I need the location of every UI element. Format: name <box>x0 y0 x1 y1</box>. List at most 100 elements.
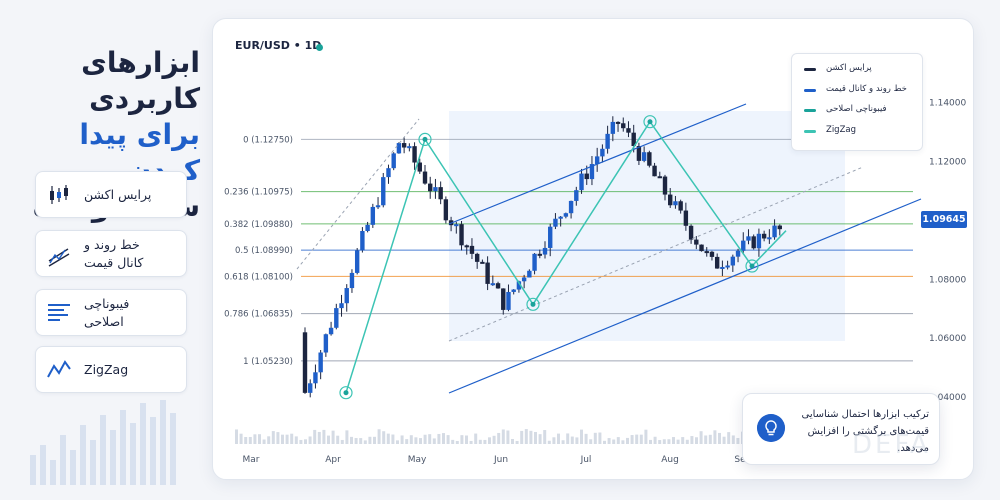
tooltip-card: ترکیب ابزارها احتمال شناسایی قیمت‌های بر… <box>742 393 940 465</box>
candle-body <box>469 245 475 254</box>
volume-bar <box>557 433 560 444</box>
volume-bar <box>547 440 551 444</box>
candle-body <box>318 352 323 373</box>
tool-card-label: پرایس اکشن <box>84 186 152 202</box>
volume-bar <box>621 440 625 444</box>
candle-body <box>323 334 329 353</box>
candle-body <box>308 383 313 393</box>
volume-bar <box>658 440 662 444</box>
fib-level-label: 0.382 (1.09880) <box>224 220 293 230</box>
volume-bar <box>294 436 298 444</box>
volume-bar <box>607 438 611 444</box>
volume-bar <box>281 434 284 444</box>
volume-bar <box>414 437 418 444</box>
tool-card-trend-channel[interactable]: خط روند و کانال قیمت <box>35 230 187 277</box>
volume-bar <box>543 430 547 444</box>
volume-bar <box>331 430 335 444</box>
volume-bar <box>322 429 326 444</box>
candlestick-icon <box>50 185 68 204</box>
volume-bar <box>626 437 629 444</box>
candle-body <box>516 281 522 290</box>
volume-bar <box>377 429 381 444</box>
tool-card-zigzag[interactable]: ZigZag <box>35 346 187 393</box>
zigzag-line <box>345 120 787 393</box>
zigzag-pivot-dot <box>422 136 428 142</box>
legend-item: فیبوناچی اصلاحی <box>802 103 912 124</box>
volume-bar <box>391 434 395 444</box>
candle-body <box>574 190 579 201</box>
price-chart[interactable]: 0 (1.12750) 0.236 (1.10975) 0.382 (1.09880… <box>213 19 974 480</box>
zigzag-pivot-dot <box>647 119 653 125</box>
x-tick-label: Apr <box>325 455 341 465</box>
legend-swatch <box>804 68 816 71</box>
volume-bar <box>593 432 597 444</box>
candle-body <box>480 261 485 264</box>
candle-body <box>730 256 736 266</box>
candle-body <box>381 177 386 206</box>
zigzag-pivot-ring <box>745 259 759 273</box>
candle-body <box>704 251 709 254</box>
volume-bar <box>662 439 666 444</box>
volume-bar <box>497 432 501 444</box>
current-price-tag: 1.09645 <box>921 211 967 228</box>
y-tick-label: 1.04000 <box>929 393 966 403</box>
volume-bar <box>589 439 593 444</box>
candle-body <box>417 162 422 172</box>
candle-body <box>626 128 631 133</box>
candle-body <box>694 239 699 245</box>
candle-body <box>662 176 668 195</box>
volume-bar <box>584 433 588 444</box>
volume-bar <box>566 433 570 444</box>
volume-bar <box>515 440 519 444</box>
volume-bar <box>428 434 432 444</box>
candle-body <box>521 277 527 282</box>
volume-bar <box>253 434 257 444</box>
volume-bar <box>695 437 698 444</box>
trend-channel-icon <box>48 248 70 267</box>
volume-bar <box>446 435 450 444</box>
candle-body <box>600 148 605 157</box>
channel-mid-line <box>448 166 864 342</box>
volume-bar <box>575 437 579 444</box>
candle-body <box>328 327 334 335</box>
candle-body <box>527 270 532 278</box>
candle-body <box>428 183 433 192</box>
volume-bar <box>538 434 542 444</box>
volume-bar <box>718 432 721 444</box>
candle-body <box>584 173 589 180</box>
candle-body <box>422 171 428 184</box>
candle-body <box>720 266 725 269</box>
legend-item: پرایس اکشن <box>802 62 912 83</box>
volume-bar <box>653 436 657 444</box>
y-tick-label: 1.12000 <box>929 157 966 167</box>
candle-body <box>506 291 511 310</box>
volume-bar <box>708 434 712 444</box>
volume-bar <box>690 436 694 444</box>
volume-bar <box>635 434 639 444</box>
candle-body <box>678 201 683 211</box>
volume-bar <box>722 436 726 444</box>
candle-body <box>334 308 339 328</box>
volume-bar <box>727 432 731 444</box>
watermark: DEFA <box>852 430 931 460</box>
candle-body <box>386 168 391 178</box>
candle-body <box>756 233 762 249</box>
candle-body <box>641 152 647 161</box>
volume-bar <box>437 433 441 444</box>
fib-level-label: 0 (1.12750) <box>243 135 293 145</box>
volume-bar <box>570 436 574 444</box>
candle-body <box>741 240 746 251</box>
volume-bar <box>644 429 648 444</box>
candle-body <box>563 213 569 217</box>
candle-body <box>495 283 501 289</box>
candle-body <box>657 176 662 179</box>
candle-body <box>579 173 584 191</box>
volume-bar <box>345 430 349 444</box>
candle-body <box>401 143 407 148</box>
volume-bar <box>359 438 363 444</box>
volume-bar <box>501 429 505 444</box>
tool-card-fibonacci[interactable]: فیبوناچی اصلاحی <box>35 289 187 336</box>
volume-bar <box>276 432 280 444</box>
tool-card-price-action[interactable]: پرایس اکشن <box>35 171 187 218</box>
volume-bar <box>382 431 386 444</box>
